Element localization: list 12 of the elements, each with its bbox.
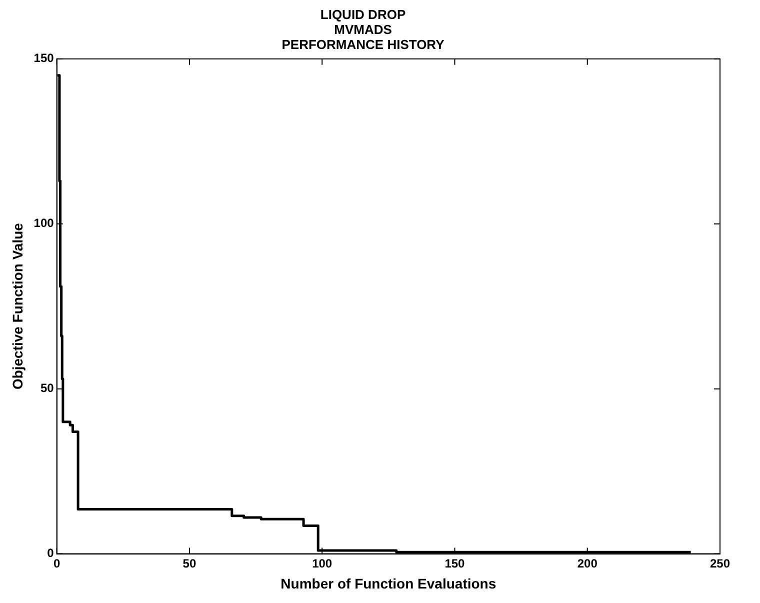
y-tick-label: 50 — [40, 381, 54, 396]
y-axis-title: Objective Function Value — [9, 222, 26, 390]
y-tick-label: 150 — [34, 51, 54, 66]
x-tick-label: 150 — [444, 556, 466, 570]
y-tick-label: 100 — [34, 216, 54, 230]
x-tick-label: 200 — [577, 556, 598, 570]
x-tick-label: 50 — [182, 556, 196, 570]
x-axis-title: Number of Function Evaluations — [280, 575, 496, 592]
chart-title: LIQUID DROP MVMADS PERFORMANCE HISTORY — [282, 7, 445, 52]
x-tick-label: 250 — [710, 556, 730, 570]
x-tick-label: 100 — [312, 556, 332, 570]
y-tick-label: 0 — [47, 546, 54, 560]
